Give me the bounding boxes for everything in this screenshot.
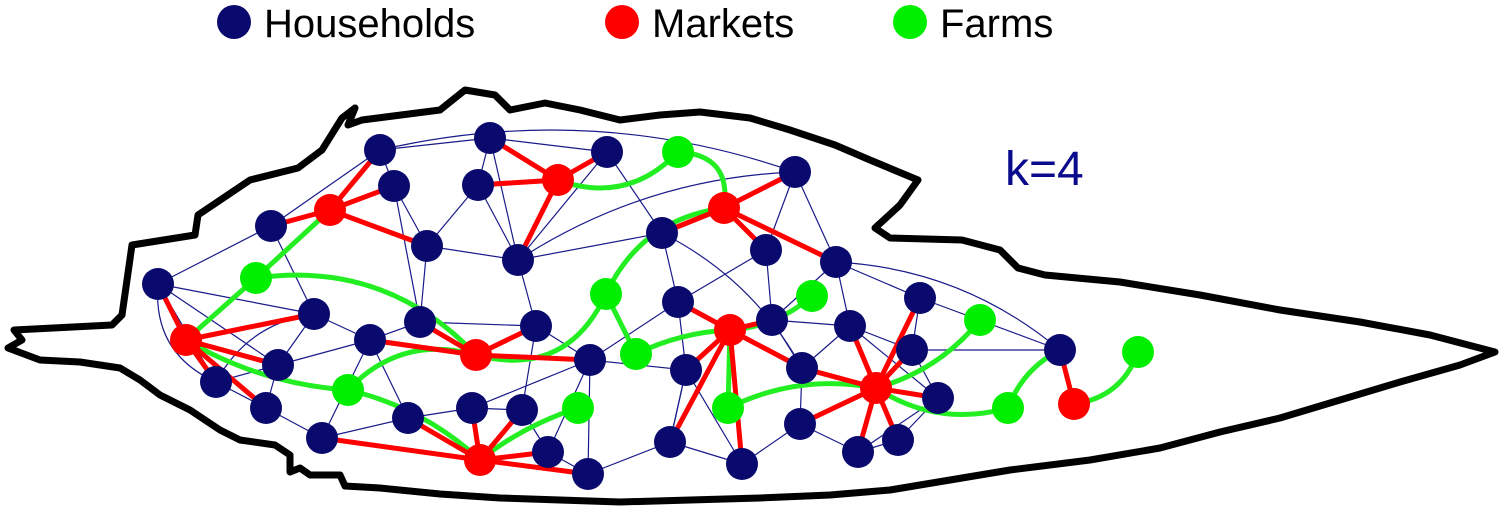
household-node <box>779 156 811 188</box>
household-node <box>378 170 410 202</box>
household-node <box>411 230 443 262</box>
household-node <box>784 408 816 440</box>
market-node <box>714 314 746 346</box>
household-node <box>922 382 954 414</box>
market-node <box>860 372 892 404</box>
household-node <box>670 354 702 386</box>
household-node <box>392 402 424 434</box>
household-node <box>502 244 534 276</box>
household-node <box>506 394 538 426</box>
legend-label-farms: Farms <box>940 2 1053 46</box>
household-node <box>520 310 552 342</box>
household-link <box>489 137 519 261</box>
household-node <box>142 268 174 300</box>
farm-node <box>964 304 996 336</box>
household-node <box>904 282 936 314</box>
farm-node <box>332 374 364 406</box>
household-node <box>456 392 488 424</box>
household-node <box>591 136 623 168</box>
household-node <box>298 298 330 330</box>
market-node <box>464 444 496 476</box>
household-node <box>404 306 436 338</box>
farm-node <box>712 392 744 424</box>
market-node <box>542 164 574 196</box>
household-node <box>262 349 294 381</box>
market-node <box>460 339 492 371</box>
farm-link <box>183 337 351 393</box>
household-node <box>662 286 694 318</box>
legend-marker-households <box>217 5 251 39</box>
household-node <box>474 122 506 154</box>
farm-node <box>992 392 1024 424</box>
farm-node <box>662 136 694 168</box>
household-node <box>654 426 686 458</box>
farm-node <box>240 262 272 294</box>
region-boundary <box>4 86 1499 506</box>
market-node <box>1058 388 1090 420</box>
household-link <box>835 261 1061 351</box>
household-node <box>834 310 866 342</box>
legend-label-markets: Markets <box>652 2 794 46</box>
household-link <box>517 232 663 261</box>
household-node <box>820 246 852 278</box>
legend-label-households: Households <box>264 2 475 46</box>
market-node <box>708 192 740 224</box>
household-node <box>255 210 287 242</box>
household-node <box>354 324 386 356</box>
market-link <box>477 457 591 477</box>
household-link <box>379 129 796 173</box>
farm-node <box>1122 336 1154 368</box>
household-node <box>1044 334 1076 366</box>
market-node <box>314 194 346 226</box>
household-node <box>462 169 494 201</box>
legend: Households Markets Farms <box>217 2 1053 46</box>
household-node <box>250 392 282 424</box>
farm-link <box>473 291 609 363</box>
household-node <box>842 436 874 468</box>
household-node <box>750 234 782 266</box>
household-link <box>517 171 796 261</box>
household-node <box>786 352 818 384</box>
legend-marker-markets <box>605 5 639 39</box>
household-node <box>306 422 338 454</box>
household-link <box>157 283 279 366</box>
household-node <box>726 448 758 480</box>
household-node <box>200 366 232 398</box>
household-node <box>882 424 914 456</box>
market-link <box>667 327 733 445</box>
household-node <box>756 304 788 336</box>
k-value-label: k=4 <box>1005 143 1084 196</box>
household-node <box>364 134 396 166</box>
household-node <box>572 458 604 490</box>
household-node <box>532 436 564 468</box>
legend-marker-farms <box>893 5 927 39</box>
farm-node <box>620 338 652 370</box>
household-node <box>574 344 606 376</box>
market-node <box>170 324 202 356</box>
farm-node <box>796 280 828 312</box>
farm-link <box>253 272 479 358</box>
farm-node <box>590 278 622 310</box>
household-node <box>646 217 678 249</box>
farm-node <box>562 392 594 424</box>
market-link <box>183 311 317 343</box>
market-link <box>319 435 483 463</box>
household-node <box>896 334 928 366</box>
